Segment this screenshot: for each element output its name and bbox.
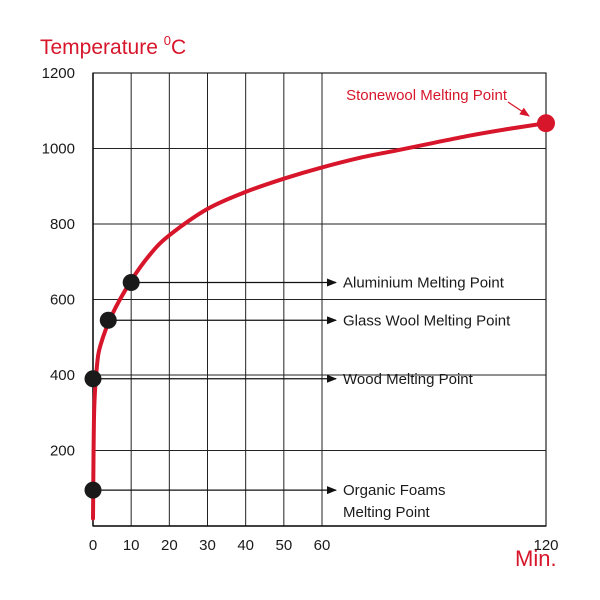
y-axis-title-main: Temperature [40, 36, 164, 59]
x-tick-label: 40 [237, 537, 254, 554]
x-tick-label: 10 [123, 537, 140, 554]
stonewool-arrow [507, 101, 530, 117]
stonewool-label: Stonewool Melting Point [346, 87, 508, 104]
marker-label: Wood Melting Point [343, 371, 474, 388]
marker-point [122, 274, 140, 292]
y-axis-title-superscript: 0 [164, 33, 171, 48]
marker-points [84, 114, 555, 499]
labels: 200 400 600 800 1000 1200 0 10 20 30 40 50 60 120 Orga… [42, 65, 559, 554]
y-tick-label: 200 [50, 443, 75, 460]
y-axis-title: Temperature 0C [40, 33, 186, 59]
marker-label: Aluminium Melting Point [343, 275, 505, 292]
annotation-arrows [93, 101, 530, 495]
stonewool-point [537, 114, 555, 133]
curve-layer [91, 121, 548, 521]
axes [92, 72, 547, 527]
temperature-curve [91, 121, 548, 521]
grid [93, 72, 546, 526]
x-tick-label: 50 [275, 537, 292, 554]
y-tick-label: 800 [50, 216, 75, 233]
x-tick-label: 120 [533, 537, 558, 554]
y-tick-label: 400 [50, 367, 75, 384]
x-tick-label: 60 [314, 537, 331, 554]
marker-label: Organic Foams [343, 482, 446, 499]
x-tick-label: 30 [199, 537, 216, 554]
marker-label-line2: Melting Point [343, 504, 431, 521]
y-tick-label: 600 [50, 292, 75, 309]
marker-point [84, 370, 102, 388]
x-tick-label: 20 [161, 537, 178, 554]
x-tick-label: 0 [89, 537, 97, 554]
marker-point [84, 481, 102, 499]
marker-label: Glass Wool Melting Point [343, 312, 511, 329]
marker-point [99, 311, 117, 329]
y-tick-label: 1000 [42, 141, 75, 158]
x-axis-title: Min. [515, 546, 557, 571]
y-axis-title-unit: C [171, 36, 186, 59]
y-tick-label: 1200 [42, 65, 75, 82]
